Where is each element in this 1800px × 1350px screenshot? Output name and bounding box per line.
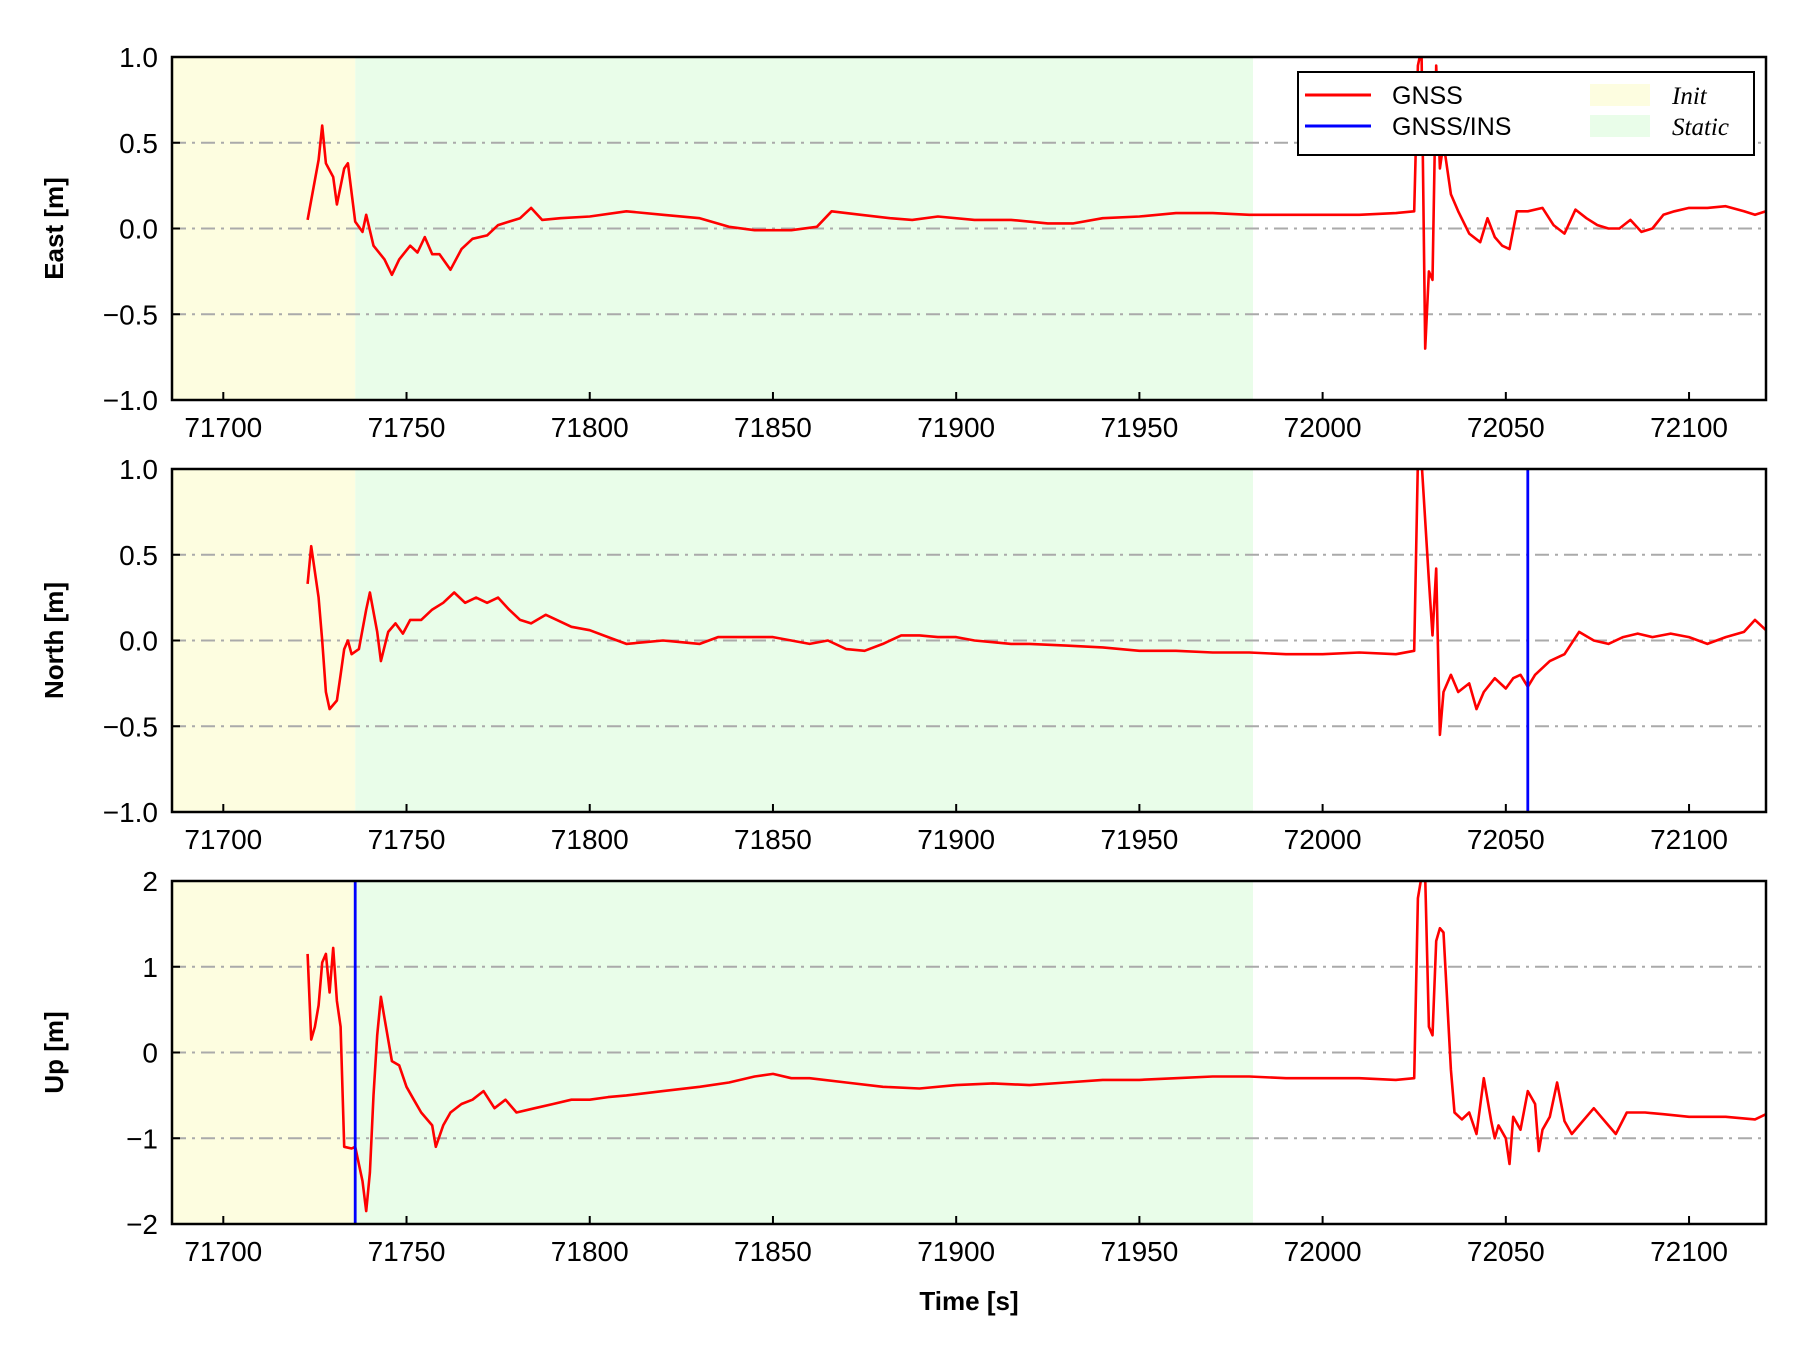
north-y-tick-label: 0.5 [119, 540, 158, 571]
north-y-tick-label: −0.5 [103, 711, 158, 742]
east-y-axis-label: East [m] [39, 177, 69, 280]
north-x-tick-label: 72050 [1467, 824, 1545, 855]
up-y-tick-label: 1 [142, 952, 158, 983]
up-series-gnss [306, 881, 1766, 1213]
legend-gnss-label: GNSS [1392, 82, 1463, 110]
up-x-tick-label: 71950 [1100, 1236, 1178, 1267]
up-x-tick-label: 72000 [1284, 1236, 1362, 1267]
east-y-tick-label: 0.5 [119, 128, 158, 159]
north-x-tick-label: 71850 [734, 824, 812, 855]
up-y-tick-label: 0 [142, 1038, 158, 1069]
east-x-tick-label: 71900 [917, 412, 995, 443]
up-x-tick-label: 71850 [734, 1236, 812, 1267]
east-x-tick-label: 71950 [1100, 412, 1178, 443]
north-x-tick-label: 71750 [368, 824, 446, 855]
up-x-tick-label: 71750 [368, 1236, 446, 1267]
north-series-group [306, 469, 1766, 812]
legend-static-swatch [1590, 115, 1650, 137]
up-y-axis-label: Up [m] [39, 1011, 69, 1093]
legend: GNSS GNSS/INS Init Static [1297, 71, 1755, 156]
north-y-tick-label: −1.0 [103, 797, 158, 828]
up-x-tick-label: 71800 [551, 1236, 629, 1267]
up-span-static [355, 881, 1253, 1224]
east-x-tick-label: 71850 [734, 412, 812, 443]
up-series-group [306, 881, 1766, 1224]
north-x-tick-label: 72100 [1650, 824, 1728, 855]
north-span-static [355, 469, 1253, 812]
east-subplot: 71700 71750 71800 71850 71900 71950 72000 72050… [39, 42, 1768, 443]
legend-init-swatch [1590, 84, 1650, 106]
north-subplot: 71700 71750 71800 71850 71900 71950 72000 72050… [39, 454, 1768, 855]
east-y-tick-label: −1.0 [103, 385, 158, 416]
up-x-tick-label: 71900 [917, 1236, 995, 1267]
up-y-tick-label: −1 [126, 1123, 158, 1154]
up-x-tick-label: 72100 [1650, 1236, 1728, 1267]
up-y-tick-label: −2 [126, 1209, 158, 1240]
east-y-tick-label: 0.0 [119, 214, 158, 245]
east-x-tick-label: 72100 [1650, 412, 1728, 443]
legend-frame [1297, 71, 1755, 156]
east-x-tick-label: 72000 [1284, 412, 1362, 443]
east-series-group [306, 57, 1766, 350]
legend-init-label: Init [1671, 83, 1708, 110]
east-x-tick-label: 71700 [184, 412, 262, 443]
north-x-tick-label: 72000 [1284, 824, 1362, 855]
up-subplot: 71700 71750 71800 71850 71900 71950 72000 72050… [39, 866, 1768, 1267]
up-x-tick-label: 72050 [1467, 1236, 1545, 1267]
north-x-tick-label: 71950 [1100, 824, 1178, 855]
legend-gnss-ins-label: GNSS/INS [1392, 113, 1511, 141]
north-y-tick-label: 1.0 [119, 454, 158, 485]
north-x-tick-label: 71800 [551, 824, 629, 855]
x-axis-label: Time [s] [919, 1286, 1018, 1316]
north-y-tick-label: 0.0 [119, 626, 158, 657]
north-x-tick-label: 71900 [917, 824, 995, 855]
north-y-axis-label: North [m] [39, 582, 69, 699]
east-series-gnss [306, 57, 1766, 350]
east-y-tick-label: −0.5 [103, 299, 158, 330]
up-x-tick-label: 71700 [184, 1236, 262, 1267]
east-x-tick-label: 71750 [368, 412, 446, 443]
north-x-tick-label: 71700 [184, 824, 262, 855]
legend-static-label: Static [1672, 114, 1729, 141]
north-series-gnss [306, 469, 1766, 737]
east-x-tick-label: 72050 [1467, 412, 1545, 443]
up-y-tick-label: 2 [142, 866, 158, 897]
east-y-tick-label: 1.0 [119, 42, 158, 73]
east-x-tick-label: 71800 [551, 412, 629, 443]
